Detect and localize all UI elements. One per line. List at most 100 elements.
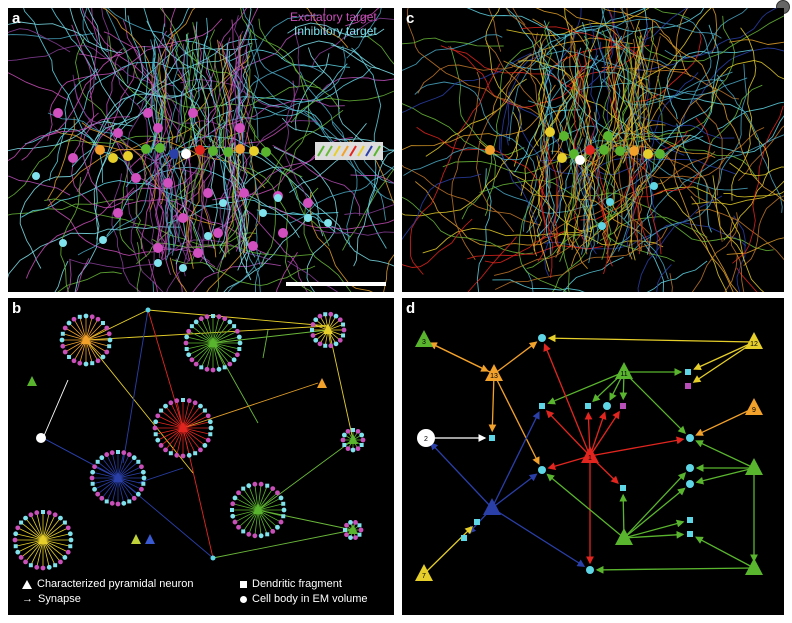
dendrite (205, 57, 219, 156)
dendritic-fragment (68, 544, 73, 549)
neurite (485, 42, 550, 138)
hub-target (141, 475, 147, 481)
hub-target (258, 481, 264, 487)
hub-target (71, 358, 77, 364)
dendritic-fragment (107, 344, 112, 349)
dendrite (211, 39, 228, 149)
panel-b: b Characterized pyramidal neuron → Synap… (8, 298, 394, 615)
dendrite (622, 38, 638, 148)
pyramidal-neuron (615, 528, 633, 545)
dendrite (623, 46, 638, 153)
neurite (323, 8, 327, 35)
hub-target (348, 535, 353, 541)
dendritic-fragment (281, 501, 286, 506)
pyramidal-neuron (745, 332, 763, 349)
node-label: 11 (620, 371, 627, 378)
hub-edge (36, 512, 44, 541)
hub-target (62, 349, 68, 355)
neurite (346, 8, 382, 59)
hub-edge (186, 336, 214, 344)
neurite (402, 34, 503, 71)
dendrite (228, 50, 244, 152)
hub-target (340, 437, 346, 443)
pyramidal-neuron (323, 324, 333, 334)
neurite (633, 97, 758, 180)
neurite (49, 68, 99, 181)
hub-edge (206, 342, 214, 370)
soma (585, 145, 595, 155)
neurite (716, 101, 784, 130)
legend-dendritic-text: Dendritic fragment (252, 578, 342, 590)
neurite (639, 8, 648, 64)
neurite (75, 258, 90, 292)
hub-edge (257, 497, 282, 511)
inset-key-mark (333, 145, 341, 157)
dendrite (160, 23, 171, 140)
hub-target (174, 398, 180, 404)
neurite (136, 242, 141, 292)
synapse-arrow (589, 410, 620, 457)
synapse-edge (212, 329, 329, 344)
dendritic-fragment (230, 508, 234, 512)
hub-target (328, 311, 334, 317)
neurite (330, 44, 394, 76)
neurite (345, 8, 380, 27)
hub-target (34, 564, 40, 570)
panel-a-image (8, 8, 394, 292)
dendritic-fragment (232, 324, 237, 329)
hub-target (192, 400, 198, 406)
neurite (724, 254, 738, 292)
synapse-edge (257, 439, 354, 511)
dendrite (186, 33, 200, 145)
hub-target (341, 432, 347, 438)
hub-edge (182, 427, 190, 456)
neurite (102, 8, 158, 118)
dendritic-fragment (357, 523, 362, 528)
hub-target (216, 366, 222, 372)
legend-cellbody-text: Cell body in EM volume (252, 593, 368, 605)
synapse-arrow (623, 472, 687, 539)
neurite (348, 140, 394, 292)
hub-target (67, 531, 73, 537)
neurite (512, 8, 526, 26)
dendrite (625, 153, 651, 256)
hub-target (252, 481, 258, 487)
dendrite (135, 146, 147, 250)
hub-target (62, 325, 68, 331)
inhibitory-target (59, 239, 67, 247)
excitatory-target (235, 123, 245, 133)
neurite (732, 105, 784, 264)
synapse-arrow (491, 473, 538, 509)
neurite (601, 8, 619, 50)
pyramidal-neuron (415, 564, 433, 581)
hub-target (230, 501, 236, 507)
neurite (177, 73, 217, 258)
neurite (87, 8, 213, 97)
node-label: 7 (422, 573, 426, 580)
dendrite (160, 136, 172, 253)
hub-edge (212, 342, 238, 356)
inhibitory-target (606, 198, 614, 206)
hub-target (234, 352, 240, 358)
soma (181, 149, 191, 159)
panel-a: a Excitatory target Inhibitory target (8, 8, 394, 292)
neurite (166, 212, 250, 292)
neurite (731, 27, 757, 201)
neurite (619, 8, 635, 30)
hub-edge (257, 488, 274, 511)
hub-target (155, 413, 161, 419)
hub-edge (182, 427, 209, 441)
neurite (343, 8, 363, 40)
dendritic-fragment (585, 403, 591, 409)
pyramidal-neuron (208, 337, 218, 347)
inhibitory-target (99, 236, 107, 244)
soma (599, 145, 609, 155)
excitatory-target-legend: Excitatory target (290, 10, 377, 24)
hub-target (18, 555, 24, 560)
hub-target (198, 316, 204, 322)
neurite (402, 111, 520, 217)
dendrite (191, 52, 200, 155)
hub-edge (155, 427, 184, 435)
neurite (143, 8, 207, 121)
neurite (563, 8, 687, 70)
